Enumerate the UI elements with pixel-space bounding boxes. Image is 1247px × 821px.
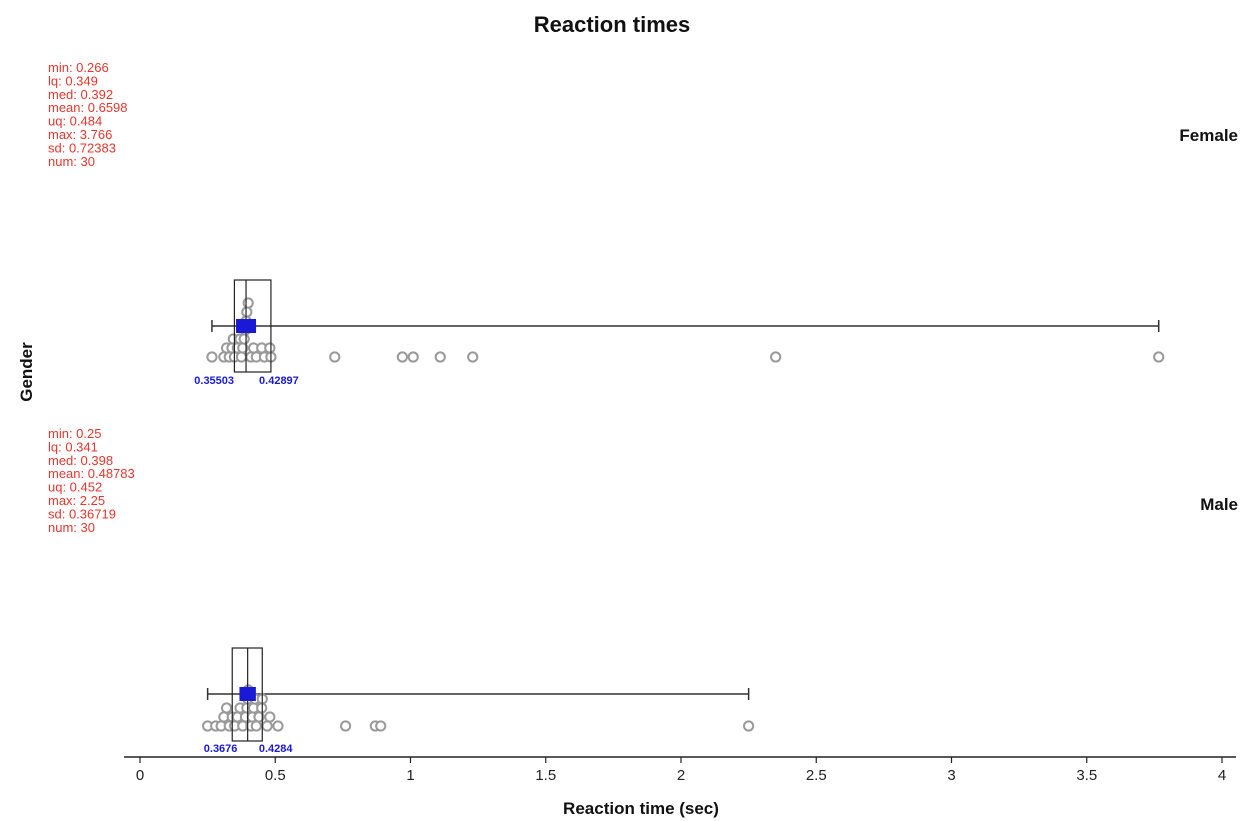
data-point — [238, 333, 250, 345]
data-point — [434, 351, 446, 363]
data-point — [241, 306, 253, 318]
stat-line: sd: 0.36719 — [48, 506, 116, 521]
ci-upper-label: 0.4284 — [259, 743, 294, 755]
x-tick-label: 0 — [136, 767, 144, 784]
data-point — [375, 720, 387, 732]
x-axis-title: Reaction time (sec) — [563, 799, 719, 818]
data-point — [250, 720, 262, 732]
group-label: Female — [1179, 126, 1238, 145]
stat-line: lq: 0.349 — [48, 73, 98, 88]
stat-line: uq: 0.452 — [48, 480, 102, 495]
ci-lower-label: 0.3676 — [204, 743, 238, 755]
data-point — [329, 351, 341, 363]
stat-line: lq: 0.341 — [48, 439, 98, 454]
stat-line: num: 30 — [48, 520, 95, 535]
group-label: Male — [1200, 495, 1238, 514]
stat-line: mean: 0.48783 — [48, 466, 135, 481]
x-tick-label: 2.5 — [806, 767, 827, 784]
x-tick-label: 1 — [406, 767, 414, 784]
stat-line: med: 0.392 — [48, 87, 113, 102]
x-tick-label: 3.5 — [1076, 767, 1097, 784]
data-point — [264, 342, 276, 354]
data-point — [407, 351, 419, 363]
stat-line: max: 2.25 — [48, 493, 105, 508]
data-point — [206, 351, 218, 363]
data-point — [743, 720, 755, 732]
stat-line: num: 30 — [48, 154, 95, 169]
x-tick-label: 1.5 — [535, 767, 556, 784]
data-point — [220, 702, 233, 714]
data-point — [1153, 351, 1165, 363]
x-tick-label: 2 — [677, 767, 685, 784]
stat-line: sd: 0.72383 — [48, 140, 116, 155]
data-point — [261, 720, 273, 732]
data-point — [242, 297, 254, 309]
data-point — [272, 720, 284, 732]
ci-marker — [236, 319, 257, 333]
stat-line: min: 0.25 — [48, 426, 101, 441]
data-point — [264, 711, 276, 723]
data-point — [770, 351, 782, 363]
chart-title: Reaction times — [534, 12, 691, 37]
stat-line: uq: 0.484 — [48, 114, 102, 129]
stat-line: min: 0.266 — [48, 60, 109, 75]
x-tick-label: 3 — [947, 767, 955, 784]
ci-upper-label: 0.42897 — [259, 375, 299, 387]
y-axis-title: Gender — [17, 342, 36, 402]
stat-line: max: 3.766 — [48, 127, 112, 142]
x-axis: 0 0.5 1 1.5 2 2.5 3 3.5 4 — [124, 756, 1236, 784]
ci-lower-label: 0.35503 — [194, 375, 234, 387]
iqr-box — [233, 279, 272, 373]
stat-line: med: 0.398 — [48, 453, 113, 468]
ci-marker — [239, 687, 256, 701]
x-tick-label: 0.5 — [265, 767, 286, 784]
stat-line: mean: 0.6598 — [48, 100, 128, 115]
data-point — [339, 720, 352, 732]
data-point — [467, 351, 479, 363]
x-tick-label: 4 — [1218, 767, 1226, 784]
data-point — [396, 351, 408, 363]
data-point — [235, 351, 248, 363]
